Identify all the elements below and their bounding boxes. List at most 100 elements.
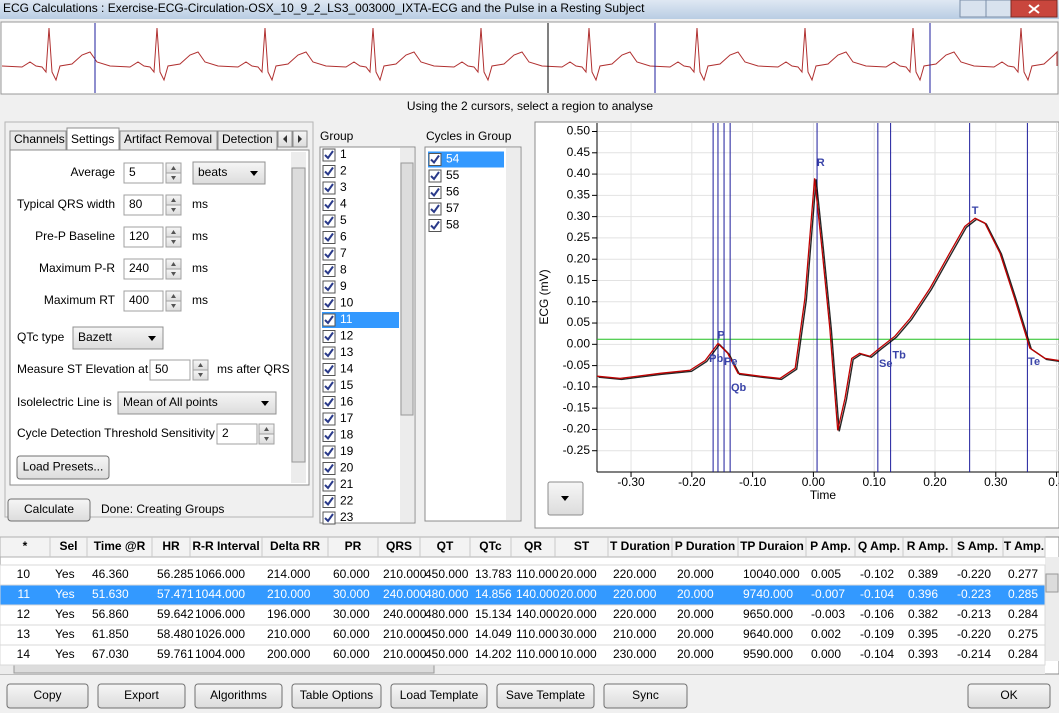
unit-dropdown[interactable]	[192, 161, 266, 185]
setting-input[interactable]	[123, 162, 164, 184]
list-item: 58	[446, 218, 460, 232]
setting-input[interactable]	[149, 359, 191, 381]
ok-button[interactable]	[967, 683, 1051, 709]
table-cell: 13	[17, 627, 31, 641]
list-item: 56	[446, 185, 460, 199]
table-cell: -0.214	[957, 647, 991, 661]
table-row[interactable]	[0, 644, 1046, 666]
setting-unit: ms after QRS	[217, 362, 290, 376]
column-header: *	[23, 539, 28, 553]
table-cell: 11	[18, 587, 31, 601]
tab[interactable]	[217, 130, 278, 151]
setting-input[interactable]	[123, 226, 164, 248]
checkmark	[324, 315, 334, 325]
table-cell: 220.000	[613, 607, 657, 621]
table-v-scrollbar[interactable]	[1045, 557, 1059, 661]
table-cell: 58.480	[157, 627, 194, 641]
overview-trace	[1, 27, 1058, 82]
table-cell: 20.000	[677, 567, 714, 581]
column-header: QT	[437, 539, 454, 553]
table-cell: 110.000	[516, 627, 559, 641]
column-header: P Duration	[675, 539, 735, 553]
setting-input[interactable]	[123, 290, 164, 312]
setting-input[interactable]	[123, 194, 164, 216]
table-cell: 20.000	[560, 587, 597, 601]
action-button[interactable]	[603, 683, 688, 709]
table-cell: 480.000	[425, 607, 469, 621]
table-cell: 57.471	[157, 587, 194, 601]
table-cell: Yes	[55, 627, 75, 641]
load-presets-button[interactable]	[16, 455, 110, 480]
tab[interactable]	[9, 130, 67, 151]
calculate-button-label: Calculate	[24, 502, 74, 516]
action-button[interactable]	[291, 683, 382, 709]
tab[interactable]	[119, 130, 218, 151]
isoelectric-dropdown[interactable]	[117, 391, 277, 415]
setting-label: Measure ST Elevation at	[17, 362, 149, 376]
maximize-button[interactable]	[985, 0, 1012, 18]
group-scroll-thumb[interactable]	[400, 162, 414, 416]
table-cell: 140.000	[516, 587, 560, 601]
action-button[interactable]	[194, 683, 283, 709]
table-cell: Yes	[55, 647, 75, 661]
x-tick-label: 0.30	[984, 475, 1008, 489]
y-tick-label: 0.15	[567, 273, 591, 287]
minimize-button[interactable]	[959, 0, 987, 18]
table-cell: 110.000	[516, 567, 559, 581]
y-tick-label: 0.30	[567, 209, 591, 223]
tab[interactable]	[66, 127, 120, 151]
table-cell: 0.005	[811, 567, 841, 581]
column-header: QTc	[479, 539, 502, 553]
setting-input[interactable]	[216, 423, 258, 445]
list-item: 22	[340, 494, 354, 508]
table-cell: Yes	[55, 567, 75, 581]
list-item: 17	[340, 411, 354, 425]
table-cell: 110.000	[516, 647, 559, 661]
calculate-button[interactable]	[7, 498, 91, 522]
list-item: 21	[340, 477, 354, 491]
list-item: 4	[340, 197, 347, 211]
settings-scroll-thumb[interactable]	[291, 167, 306, 463]
spin-arrows	[171, 166, 176, 180]
list-item: 13	[340, 345, 354, 359]
table-cell: 210.000	[267, 627, 311, 641]
checkmark	[324, 216, 334, 226]
qtc-dropdown[interactable]	[72, 326, 164, 350]
setting-input[interactable]	[123, 258, 164, 280]
table-cell: 9590.000	[743, 647, 793, 661]
table-v-scroll-thumb[interactable]	[1045, 573, 1059, 593]
table-cell: 480.000	[425, 587, 469, 601]
checkmark	[324, 381, 334, 391]
action-button[interactable]	[390, 683, 488, 709]
group-list	[319, 146, 416, 524]
action-button-label: Save Template	[506, 688, 585, 702]
table-cell: -0.104	[860, 647, 894, 661]
overview-strip[interactable]	[0, 21, 1059, 95]
table-cell: 30.000	[333, 607, 370, 621]
column-header: R Amp.	[907, 539, 949, 553]
list-item: 6	[340, 230, 347, 244]
y-tick-label: 0.40	[567, 166, 591, 180]
tab-label: Detection	[222, 132, 273, 146]
table-cell: 20.000	[677, 647, 714, 661]
table-cell: 60.000	[333, 647, 370, 661]
table-cell: 14.049	[475, 627, 512, 641]
y-tick-label: -0.25	[563, 443, 591, 457]
chart-menu-icon	[561, 496, 569, 501]
action-button[interactable]	[496, 683, 595, 709]
spin-arrows	[198, 363, 203, 377]
x-tick-label: -0.10	[739, 475, 767, 489]
table-cell: 51.630	[92, 587, 129, 601]
column-header: QR	[524, 539, 542, 553]
action-button[interactable]	[6, 683, 89, 709]
column-header: Sel	[59, 539, 77, 553]
action-button-label: Load Template	[400, 688, 479, 702]
table-cell: 59.642	[157, 607, 194, 621]
table-cell: 0.393	[908, 647, 938, 661]
table-cell: 0.284	[1008, 607, 1038, 621]
column-header: QRS	[386, 539, 412, 553]
action-button[interactable]	[97, 683, 186, 709]
x-tick-label: 0.00	[802, 475, 826, 489]
table-cell: 20.000	[560, 567, 597, 581]
cycles-scrollbar[interactable]	[506, 148, 520, 520]
